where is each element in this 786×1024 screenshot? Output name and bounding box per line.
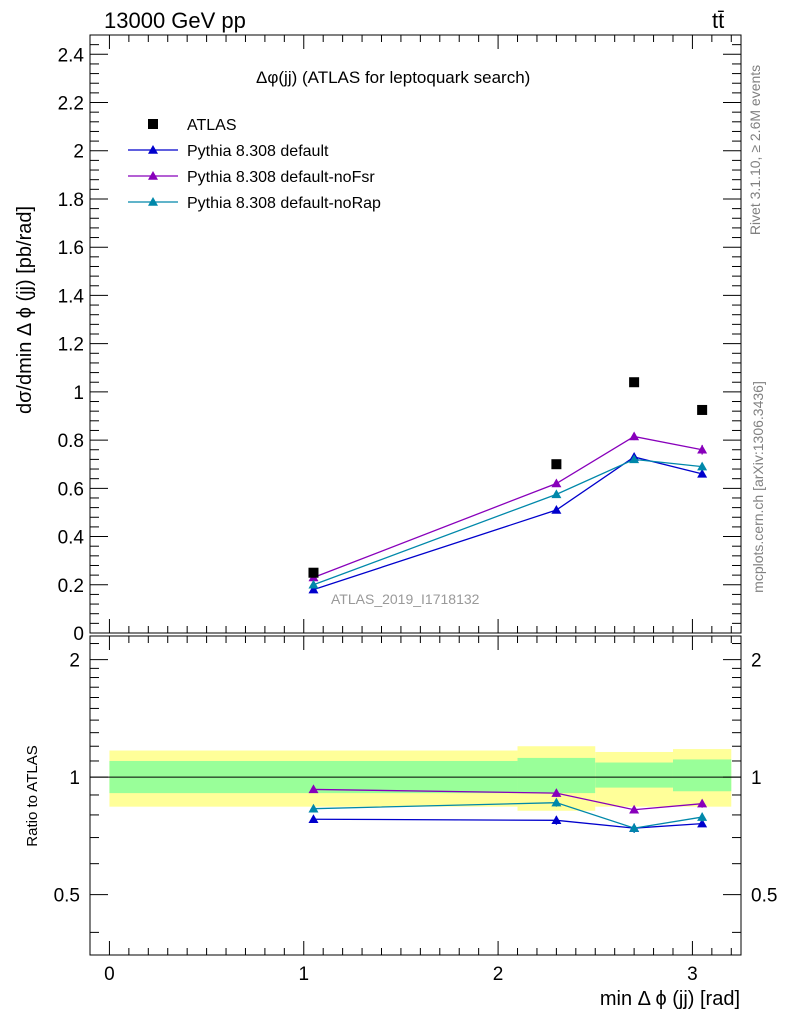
ratio-point [697, 798, 708, 808]
ratio-line [313, 802, 703, 829]
legend-marker-data [148, 119, 158, 129]
ratio-point [551, 797, 562, 807]
y-tick-label: 0.2 [58, 576, 84, 597]
x-tick-label: 1 [298, 964, 309, 985]
x-tick-label: 0 [104, 964, 115, 985]
series-point [551, 505, 562, 514]
data-point [697, 404, 708, 415]
x-tick-label: 3 [687, 964, 698, 985]
y-tick-label: 0 [73, 624, 84, 645]
data-point [308, 567, 319, 578]
ratio-point [551, 815, 562, 825]
y-tick-label: 2.4 [58, 45, 85, 66]
x-tick-label: 2 [493, 964, 504, 985]
y-tick-label: 1.4 [58, 286, 85, 307]
ratio-axis-label: Ratio to ATLAS [24, 745, 41, 847]
ratio-tick-label: 0.5 [751, 886, 777, 907]
ratio-tick-label: 0.5 [54, 886, 80, 907]
series-point [551, 489, 562, 499]
ratio-frame [89, 635, 742, 956]
ratio-tick-label: 1 [751, 768, 762, 789]
ratio-tick-label: 2 [751, 651, 762, 672]
ratio-point [697, 818, 708, 828]
series-point [629, 454, 640, 464]
band-inner [672, 759, 732, 792]
y-tick-label: 1.2 [58, 335, 84, 356]
watermark-label: ATLAS_2019_I1718132 [331, 591, 480, 607]
y-tick-label: 1 [73, 383, 84, 404]
y-tick-label: 2 [73, 142, 84, 163]
ratio-point [308, 803, 319, 813]
series-point [697, 461, 708, 471]
data-point [629, 377, 640, 388]
y-tick-label: 0.6 [58, 479, 84, 500]
rivet-label: Rivet 3.1.10, ≥ 2.6M events [747, 64, 763, 236]
ratio-tick-label: 1 [69, 768, 80, 789]
legend-label: Pythia 8.308 default-noRap [187, 195, 381, 212]
ratio-line [313, 788, 703, 811]
ratio-point [308, 784, 319, 794]
ratio-point [629, 804, 640, 814]
legend-label: Pythia 8.308 default [187, 143, 329, 160]
series-point [629, 431, 640, 441]
source-label: mcplots.cern.ch [arXiv:1306.3436] [750, 381, 766, 593]
legend-marker [148, 145, 158, 154]
legend-label: Pythia 8.308 default-noFsr [187, 169, 375, 186]
series-point [551, 478, 562, 488]
energy-label: 13000 GeV pp [104, 8, 246, 33]
ratio-point [308, 814, 319, 823]
ratio-line [313, 818, 703, 829]
y-tick-label: 0.8 [58, 431, 84, 452]
legend-marker [148, 171, 158, 180]
y-tick-label: 0.4 [58, 528, 85, 549]
ratio-point [629, 823, 640, 832]
ratio-point [697, 812, 708, 821]
y-axis-label: dσ/dmin Δ ϕ (jj) [pb/rad] [14, 205, 36, 415]
ratio-point [551, 788, 562, 797]
legend-marker [148, 197, 158, 206]
series-point [697, 468, 708, 478]
series-line [313, 456, 703, 591]
data-point [551, 459, 562, 470]
legend-label: ATLAS [187, 117, 237, 134]
process-label: tt̄ [712, 8, 725, 33]
series-point [308, 579, 319, 589]
y-tick-label: 2.2 [58, 94, 84, 115]
series-point [308, 584, 319, 594]
y-tick-label: 1.8 [58, 190, 84, 211]
ratio-tick-label: 2 [69, 651, 80, 672]
y-tick-label: 1.6 [58, 238, 84, 259]
band-inner [517, 757, 596, 794]
band-inner [595, 762, 673, 788]
series-line [313, 435, 703, 579]
chart-title: Δφ(jj) (ATLAS for leptoquark search) [256, 68, 531, 87]
series-line [313, 458, 703, 586]
series-point [697, 444, 708, 454]
x-axis-label: min Δ ϕ (jj) [rad] [599, 988, 740, 1010]
